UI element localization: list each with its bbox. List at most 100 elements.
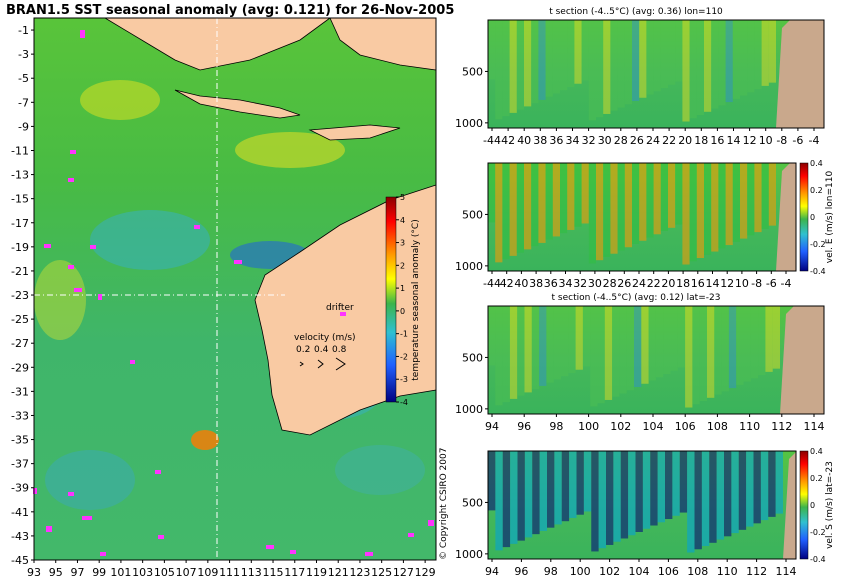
panel-colorbar xyxy=(799,162,809,272)
section-stripe xyxy=(714,306,722,395)
section-stripe xyxy=(509,306,518,399)
section-stripe xyxy=(569,451,577,518)
lon-tick-label: 109 xyxy=(197,566,218,579)
panel-x-tick-label: 104 xyxy=(643,420,664,433)
section-stripe xyxy=(711,163,719,252)
panel-colorbar-tick: -0.2 xyxy=(810,240,826,249)
section-stripe xyxy=(663,306,671,375)
drifter-markers xyxy=(33,30,434,556)
section-stripe xyxy=(753,451,761,524)
main-map-lon-ticks: 93 95 97 99 101 103 105 107 109 111 113 115 117 119 12… xyxy=(27,560,436,579)
panel-x-tick-label: 32 xyxy=(573,277,587,290)
colorbar-tick-label: -4 xyxy=(400,398,408,407)
panel-x-tick-label: 12 xyxy=(720,277,734,290)
section-stripe xyxy=(704,163,712,255)
panel-x-tick-label: 108 xyxy=(707,420,728,433)
panel-colorbar-tick: 0.4 xyxy=(810,447,823,456)
section-stripe xyxy=(711,20,719,109)
section-stripe xyxy=(574,163,582,227)
section-stripe xyxy=(545,163,553,240)
panel-x-tick-label: -6 xyxy=(766,277,777,290)
panel-colorbar-tick: -0.4 xyxy=(810,555,826,564)
lat-tick-label: -13 xyxy=(11,169,29,182)
panel-x-tick-label: 112 xyxy=(771,420,792,433)
panel-x-tick-label: 22 xyxy=(647,277,661,290)
panel-y-tick-label: 500 xyxy=(462,65,483,78)
section-stripe xyxy=(539,306,547,386)
lon-tick-label: 107 xyxy=(176,566,197,579)
section-stripe xyxy=(538,20,546,100)
section-stripe xyxy=(750,306,759,379)
section-stripe xyxy=(660,163,668,232)
lon-tick-label: 113 xyxy=(241,566,262,579)
section-stripe xyxy=(495,163,503,263)
panel-land xyxy=(783,451,797,559)
section-stripe xyxy=(724,451,732,537)
section-stripe xyxy=(575,306,583,370)
section-stripe xyxy=(603,20,611,114)
section-stripe xyxy=(668,163,676,228)
section-stripe xyxy=(768,20,776,83)
section-stripe xyxy=(675,20,683,82)
main-colorbar-label: temperature seasonal anomaly (°C) xyxy=(411,219,421,380)
section-stripe xyxy=(655,306,664,378)
panel-colorbar-tick: 0 xyxy=(810,501,815,510)
panel-x-tick-label: 114 xyxy=(804,420,825,433)
section-stripe xyxy=(632,20,640,101)
section-stripe xyxy=(760,451,769,521)
lon-tick-label: 99 xyxy=(92,566,106,579)
section-stripe xyxy=(488,20,496,80)
section-stripe xyxy=(701,451,710,547)
panel-x-tick-label: 36 xyxy=(544,277,558,290)
section-stripe xyxy=(596,163,604,261)
section-stripe xyxy=(561,306,569,377)
section-stripe xyxy=(743,306,751,382)
section-stripe xyxy=(524,306,532,393)
section-stripe xyxy=(725,163,733,246)
section-stripe xyxy=(495,306,503,406)
section-stripe xyxy=(721,306,729,392)
section-stripe xyxy=(591,451,599,552)
panel-x-tick-label: 96 xyxy=(514,565,528,578)
lon-tick-label: 93 xyxy=(27,566,41,579)
section-stripe xyxy=(687,451,695,553)
section-panel-1: t section (-4..5°C) (avg: 0.36) lon=110 5… xyxy=(455,7,825,147)
section-stripe xyxy=(657,451,665,523)
panel-x-tick-label: 22 xyxy=(662,134,676,147)
panel-x-tick-label: 34 xyxy=(566,134,580,147)
section-stripe xyxy=(561,451,570,522)
lat-tick-label: -41 xyxy=(11,506,29,519)
velocity-legend-value-3: 0.8 xyxy=(332,345,347,355)
lat-tick-label: -29 xyxy=(11,361,29,374)
section-stripe xyxy=(583,451,592,512)
panel-x-tick-label: 94 xyxy=(485,565,499,578)
panel-land xyxy=(776,20,824,128)
panel-x-tick-label: 24 xyxy=(646,134,660,147)
section-stripe xyxy=(718,163,726,249)
panel-x-tick-label: 14 xyxy=(706,277,720,290)
lat-tick-label: -25 xyxy=(11,313,29,326)
panel-x-tick-label: -4 xyxy=(781,277,792,290)
panel-x-tick-label: 106 xyxy=(675,420,696,433)
panel-x-tick-label: -8 xyxy=(776,134,787,147)
panel-x-tick-label: 12 xyxy=(743,134,757,147)
section-stripe xyxy=(768,451,776,517)
panel-title: t section (-4..5°C) (avg: 0.36) lon=110 xyxy=(549,7,723,17)
panel-land xyxy=(776,163,796,271)
lat-tick-label: -39 xyxy=(11,482,29,495)
section-stripe xyxy=(531,163,539,247)
section-stripe xyxy=(660,20,668,89)
section-stripe xyxy=(545,20,553,97)
panel-x-tick-label: 20 xyxy=(678,134,692,147)
section-stripe xyxy=(517,451,525,541)
main-map-lat-ticks: -1 -3 -5 -7 -9 -11 -13 -15 -17 -19 -21 -23 -25 -27 -29… xyxy=(11,24,34,567)
lon-tick-label: 129 xyxy=(415,566,436,579)
section-stripe xyxy=(495,451,503,551)
lon-tick-label: 117 xyxy=(284,566,305,579)
section-stripe xyxy=(612,306,620,397)
section-stripe xyxy=(539,451,547,531)
section-stripe xyxy=(531,20,539,104)
section-stripe xyxy=(646,163,654,238)
lon-tick-label: 97 xyxy=(70,566,84,579)
